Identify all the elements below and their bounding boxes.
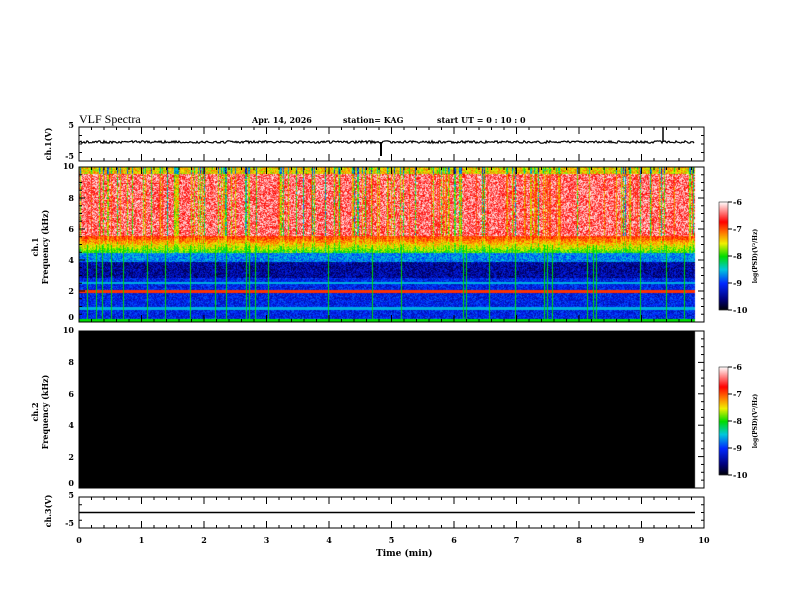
colorbar-tick-label: -8 xyxy=(733,251,742,261)
x-tick-label: 9 xyxy=(638,535,645,545)
y-tick-label: 4 xyxy=(68,420,74,431)
ch2-frequency-ylabel: ch.2 Frequency (kHz) xyxy=(30,374,50,450)
colorbar-tick-label: -6 xyxy=(733,362,742,372)
y-tick-label: 0 xyxy=(68,478,74,488)
colorbar-tick-label: -9 xyxy=(733,278,742,288)
y-tick-label: 2 xyxy=(68,451,74,462)
y-tick-label: 6 xyxy=(68,224,74,234)
colorbar-frame xyxy=(718,201,729,311)
colorbar-tick-label: -7 xyxy=(733,224,742,234)
ch3-voltage-ylabel: ch.3(V) xyxy=(43,494,53,528)
y-tick-label: -5 xyxy=(65,518,74,528)
x-tick-label: 2 xyxy=(201,535,207,545)
y-tick-label: 5 xyxy=(68,490,74,500)
x-tick-label: 7 xyxy=(513,535,520,545)
station-label: station= KAG xyxy=(343,115,404,125)
x-tick-label: 1 xyxy=(138,535,145,545)
y-tick-label: -5 xyxy=(65,151,74,161)
colorbar-tick-label: -6 xyxy=(733,197,742,207)
y-tick-label: 5 xyxy=(68,120,74,130)
ch1-voltage-ylabel: ch.1(V) xyxy=(43,127,53,161)
panel-frame xyxy=(78,330,705,489)
x-tick-label: 4 xyxy=(326,535,332,545)
y-tick-label: 0 xyxy=(68,312,74,322)
colorbar-tick-label: -9 xyxy=(733,443,742,453)
ch2-colorbar-label: log(PSD)(V²/Hz) xyxy=(752,393,759,449)
figure-title: VLF Spectra xyxy=(79,112,141,126)
y-tick-label: 2 xyxy=(68,286,74,296)
colorbar-tick-label: -8 xyxy=(733,416,742,426)
x-tick-label: 3 xyxy=(263,535,270,545)
y-tick-label: 6 xyxy=(68,388,74,399)
colorbar-tick-label: -10 xyxy=(733,305,748,315)
x-tick-label: 0 xyxy=(76,535,82,545)
colorbar-tick-label: -10 xyxy=(733,470,748,480)
y-tick-label: 10 xyxy=(62,325,74,335)
ch1-waveform-line xyxy=(78,139,695,145)
y-tick-label: 10 xyxy=(62,161,74,171)
start-time-label: start UT = 0 : 10 : 0 xyxy=(437,115,526,125)
x-axis-label: Time (min) xyxy=(376,549,433,559)
colorbar-tick-label: -7 xyxy=(733,389,742,399)
y-tick-label: 8 xyxy=(68,357,74,368)
x-tick-label: 8 xyxy=(576,535,582,545)
y-tick-label: 8 xyxy=(68,193,74,203)
y-tick-label: 4 xyxy=(68,255,74,265)
x-tick-label: 5 xyxy=(388,535,395,545)
panel-frame xyxy=(78,166,705,323)
ch1-frequency-ylabel: ch.1 Frequency (kHz) xyxy=(30,209,50,285)
x-tick-label: 10 xyxy=(698,535,710,545)
ch1-colorbar-label: log(PSD)(V²/Hz) xyxy=(752,228,759,284)
x-tick-label: 6 xyxy=(451,535,457,545)
colorbar-frame xyxy=(718,366,729,476)
date-label: Apr. 14, 2026 xyxy=(252,115,312,125)
